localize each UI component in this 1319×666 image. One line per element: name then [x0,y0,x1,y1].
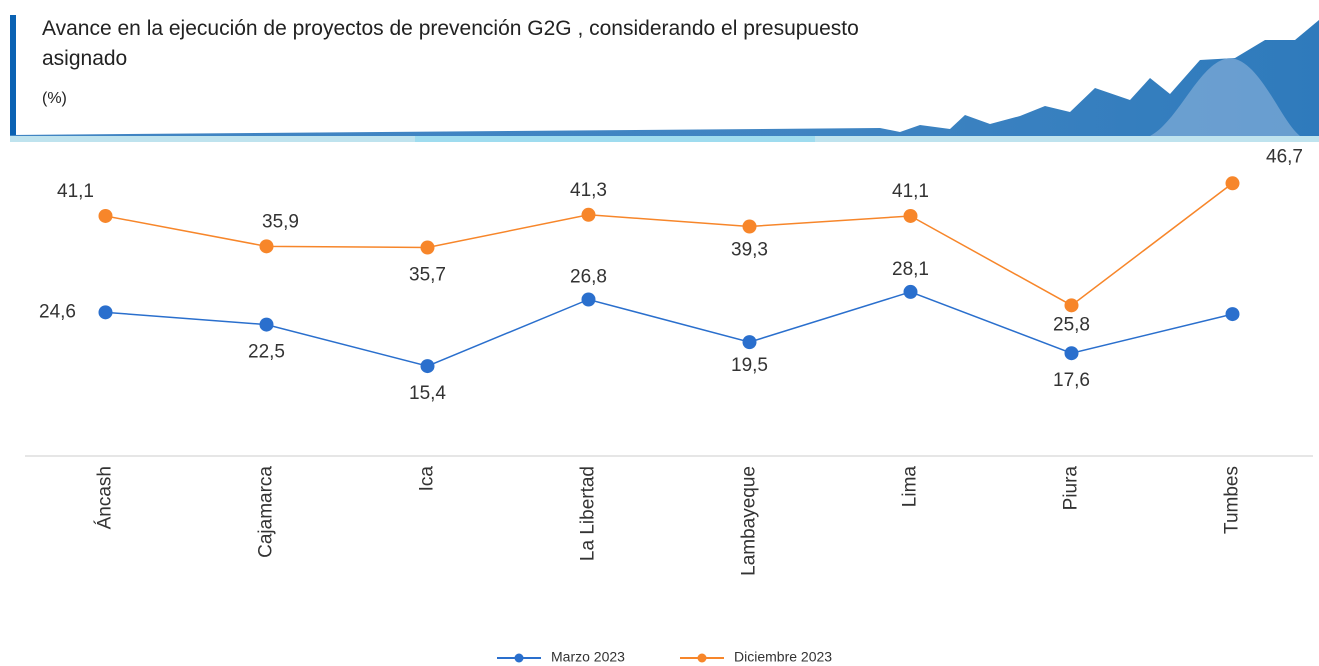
data-label: 46,7 [1266,146,1303,167]
data-label: 19,5 [731,355,768,376]
legend-marker [698,654,707,663]
data-point [743,219,757,233]
data-point [99,209,113,223]
page: Áncash Cajamarca Ica La Libertad Lambayeque L… [0,0,1319,666]
chart-title: Avance en la ejecución de proyectos de p… [42,14,902,74]
data-label: 22,5 [248,342,285,363]
data-label: 28,1 [892,259,929,280]
legend-label: Diciembre 2023 [734,649,832,665]
data-label: 39,3 [731,240,768,261]
data-point [1065,346,1079,360]
x-tick-label: Piura [1061,466,1082,511]
chart-subtitle: (%) [42,90,67,108]
data-label: 17,6 [1053,370,1090,391]
data-label: 15,4 [409,383,446,404]
data-point [582,208,596,222]
data-point [99,305,113,319]
x-tick-label: Cajamarca [256,466,277,558]
data-label: 41,1 [892,181,929,202]
data-label: 35,9 [262,211,299,232]
x-tick-label: La Libertad [578,466,599,561]
data-point [260,239,274,253]
data-label: 25,8 [1053,314,1090,335]
data-point [743,335,757,349]
legend-label: Marzo 2023 [551,649,625,665]
x-tick-label: Tumbes [1222,466,1243,534]
data-point [904,285,918,299]
data-point [1226,176,1240,190]
data-label: 41,3 [570,180,607,201]
data-label: 35,7 [409,265,446,286]
data-point [904,209,918,223]
data-point [421,241,435,255]
x-tick-label: Lambayeque [739,466,760,576]
data-point [421,359,435,373]
data-label: 26,8 [570,267,607,288]
series-line [106,183,1233,305]
data-point [260,318,274,332]
x-tick-label: Áncash [95,466,116,529]
data-point [1065,298,1079,312]
data-point [1226,307,1240,321]
data-point [582,292,596,306]
x-tick-label: Ica [417,466,438,492]
chart: Áncash Cajamarca Ica La Libertad Lambayeque L… [0,0,1319,666]
data-label: 24,6 [39,301,76,322]
x-tick-label: Lima [900,466,921,508]
legend-marker [515,654,524,663]
data-label: 41,1 [57,181,94,202]
